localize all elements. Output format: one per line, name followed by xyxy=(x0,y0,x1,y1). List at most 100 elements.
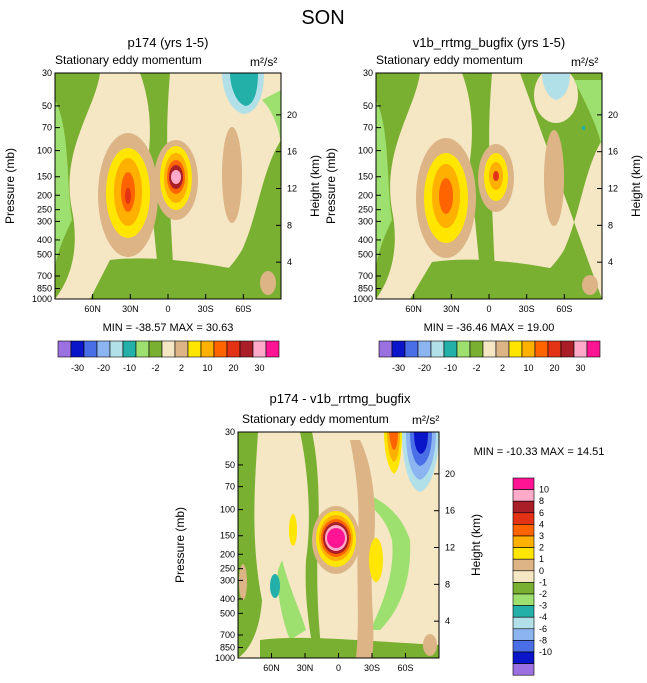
panel-title: p174 (yrs 1-5) xyxy=(128,35,209,50)
colorbar-swatch xyxy=(391,340,406,358)
contour-green-b xyxy=(300,432,322,658)
colorbar-label: -1 xyxy=(539,577,547,587)
panel-subtitle: Stationary eddy momentum xyxy=(242,412,389,426)
colorbar-swatch xyxy=(161,340,176,358)
pressure-tick-label: 500 xyxy=(220,608,235,618)
contour-green-lightleft xyxy=(55,100,72,270)
colorbar-swatch xyxy=(417,340,432,358)
pressure-tick-label: 850 xyxy=(358,284,373,294)
colorbar-swatch xyxy=(469,340,484,358)
height-tick-label: 12 xyxy=(287,184,297,194)
colorbar-label: -4 xyxy=(539,612,547,622)
stats-text: MIN = -38.57 MAX = 30.63 xyxy=(103,322,234,334)
colorbar-swatch xyxy=(70,340,85,358)
colorbar-swatch xyxy=(512,512,535,525)
contour-tan-band xyxy=(350,440,375,658)
units-label: m²/s² xyxy=(250,55,277,69)
colorbar-label: 3 xyxy=(539,531,544,541)
colorbar-label: 10 xyxy=(539,485,549,495)
colorbar-swatch xyxy=(148,340,163,358)
colorbar-swatch xyxy=(512,558,535,572)
colorbar-label: 8 xyxy=(539,496,544,506)
colorbar-label: -10 xyxy=(444,363,457,373)
colorbar-swatch xyxy=(512,605,535,618)
panel-subtitle: Stationary eddy momentum xyxy=(376,53,523,67)
lat-tick-label: 60S xyxy=(235,304,251,314)
height-tick-label: 4 xyxy=(445,616,450,626)
units-label: m²/s² xyxy=(571,55,598,69)
colorbar-swatch xyxy=(213,340,228,358)
lat-tick-label: 30S xyxy=(198,304,214,314)
colorbar-swatch xyxy=(512,547,535,560)
colorbar-label: 2 xyxy=(179,363,184,373)
height-tick-label: 12 xyxy=(445,543,455,553)
contour-bottom-right xyxy=(582,275,598,295)
contour-green-e xyxy=(260,637,439,658)
pressure-tick-label: 250 xyxy=(220,564,235,574)
y2-axis-label: Height (km) xyxy=(469,514,483,576)
contour-field xyxy=(55,73,281,299)
height-ticks: 20 16 12 8 4 xyxy=(276,110,297,267)
contour-red-eq xyxy=(493,171,499,181)
colorbar-swatch xyxy=(109,340,124,358)
stats-text: MIN = -10.33 MAX = 14.51 xyxy=(474,446,605,458)
colorbar-swatch xyxy=(547,340,562,358)
lat-tick-label: 60N xyxy=(405,304,422,314)
lat-tick-label: 0 xyxy=(336,663,341,673)
colorbar-label: 10 xyxy=(202,363,212,373)
colorbar-left: -30 -20 -10 -2 2 10 20 30 xyxy=(57,340,280,373)
lat-tick-label: 60N xyxy=(84,304,101,314)
contour-green-lightleft xyxy=(376,100,392,270)
pressure-tick-label: 300 xyxy=(358,216,373,226)
colorbar-label: -2 xyxy=(151,363,159,373)
pressure-tick-label: 30 xyxy=(42,68,52,78)
panel-subtitle: Stationary eddy momentum xyxy=(55,53,202,67)
pressure-tick-label: 500 xyxy=(358,249,373,259)
colorbar-label: -20 xyxy=(97,363,110,373)
lat-tick-label: 30N xyxy=(443,304,460,314)
colorbar-label: 30 xyxy=(575,363,585,373)
colorbar-swatch xyxy=(482,340,497,358)
colorbar-swatch xyxy=(512,489,535,502)
colorbar-swatch xyxy=(512,651,535,664)
height-tick-label: 4 xyxy=(287,257,292,267)
colorbar-label: 0 xyxy=(539,566,544,576)
pressure-tick-label: 250 xyxy=(358,205,373,215)
height-tick-label: 4 xyxy=(608,257,613,267)
contour-green-right xyxy=(200,73,281,299)
colorbar-label: -2 xyxy=(539,589,547,599)
colorbar-label: 4 xyxy=(539,519,544,529)
colorbar-label: 2 xyxy=(500,363,505,373)
pressure-tick-label: 700 xyxy=(37,271,52,281)
contour-neg-green xyxy=(574,80,602,150)
colorbar-label: 1 xyxy=(539,554,544,564)
pressure-tick-label: 150 xyxy=(37,172,52,182)
lat-tick-label: 30N xyxy=(297,663,314,673)
contour-field xyxy=(376,73,602,299)
colorbar-swatch xyxy=(512,570,535,583)
colorbar-swatch xyxy=(512,500,535,514)
pressure-tick-label: 50 xyxy=(42,101,52,111)
colorbar-label: -30 xyxy=(71,363,84,373)
contour-green-c xyxy=(277,560,306,640)
y-axis-label: Pressure (mb) xyxy=(324,148,338,224)
contour-bottom-right xyxy=(260,271,276,295)
colorbar-swatch xyxy=(512,628,535,641)
pressure-tick-label: 150 xyxy=(358,172,373,182)
colorbar-swatch xyxy=(226,340,241,358)
contour-yellow-mid xyxy=(369,538,383,582)
colorbar-swatch xyxy=(573,340,588,358)
pressure-tick-label: 70 xyxy=(42,123,52,133)
height-tick-label: 16 xyxy=(445,506,455,516)
height-ticks: 20 16 12 8 4 xyxy=(597,110,618,267)
pressure-tick-label: 400 xyxy=(220,594,235,604)
colorbar-swatch xyxy=(512,477,535,490)
colorbar-swatch xyxy=(512,582,535,595)
colorbar-label: 20 xyxy=(228,363,238,373)
pressure-tick-label: 200 xyxy=(220,549,235,559)
colorbar-swatch xyxy=(512,535,535,548)
height-tick-label: 20 xyxy=(608,110,618,120)
contour-green-d xyxy=(360,490,411,630)
